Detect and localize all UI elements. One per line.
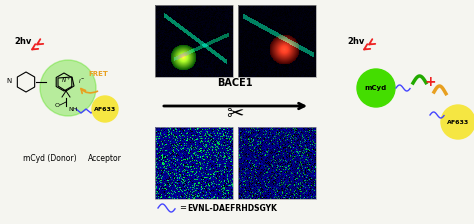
Text: AF633: AF633	[94, 106, 116, 112]
Bar	[155, 5, 233, 77]
Circle shape	[40, 60, 96, 116]
Text: FRET: FRET	[88, 71, 108, 77]
Text: mCyd: mCyd	[365, 85, 387, 91]
Text: Acceptor: Acceptor	[88, 153, 122, 162]
Text: O: O	[55, 103, 60, 108]
Bar	[238, 127, 316, 199]
Text: N: N	[6, 78, 12, 84]
Text: AF633: AF633	[447, 119, 469, 125]
Text: 2hv: 2hv	[347, 37, 365, 45]
Text: EVNL-DAEFRHDSGYK: EVNL-DAEFRHDSGYK	[187, 203, 277, 213]
Circle shape	[357, 69, 395, 107]
Text: $I^-$: $I^-$	[78, 77, 86, 85]
Text: +: +	[424, 75, 436, 89]
Text: 2hv: 2hv	[14, 37, 32, 45]
FancyArrowPatch shape	[81, 88, 98, 93]
Text: BACE1: BACE1	[217, 78, 253, 88]
Text: ✂: ✂	[226, 104, 244, 124]
Text: mCyd (Donor): mCyd (Donor)	[23, 153, 77, 162]
Text: NH: NH	[68, 106, 78, 112]
Text: =: =	[179, 203, 186, 213]
Text: $N^+$: $N^+$	[61, 77, 71, 85]
Bar	[155, 127, 233, 199]
Bar	[238, 5, 316, 77]
Circle shape	[441, 105, 474, 139]
Circle shape	[92, 96, 118, 122]
